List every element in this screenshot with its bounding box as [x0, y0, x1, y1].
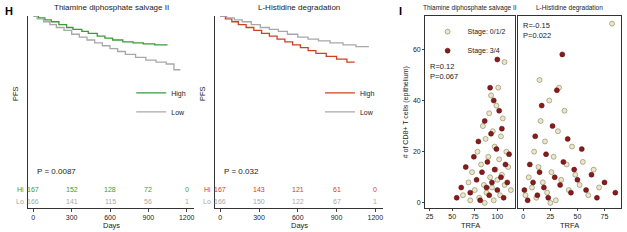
svg-text:Thiamine diphosphate salvage I: Thiamine diphosphate salvage II: [54, 3, 169, 12]
svg-text:Days: Days: [103, 221, 120, 230]
svg-text:121: 121: [292, 186, 304, 193]
svg-text:100: 100: [491, 213, 503, 220]
svg-text:167: 167: [27, 186, 39, 193]
svg-text:600: 600: [104, 214, 116, 221]
svg-text:20: 20: [413, 148, 421, 155]
svg-text:Stage: 3/4: Stage: 3/4: [468, 47, 500, 55]
svg-text:Hi: Hi: [17, 186, 24, 193]
svg-text:25: 25: [546, 213, 554, 220]
svg-text:167: 167: [214, 186, 226, 193]
svg-text:300: 300: [66, 214, 78, 221]
svg-text:L-Histidine degradation: L-Histidine degradation: [258, 3, 340, 12]
svg-text:141: 141: [66, 198, 78, 205]
svg-text:166: 166: [214, 198, 226, 205]
svg-text:900: 900: [143, 214, 155, 221]
svg-text:I: I: [399, 5, 402, 17]
svg-text:0: 0: [373, 186, 377, 193]
svg-text:Lo: Lo: [16, 198, 24, 205]
svg-text:50: 50: [448, 213, 456, 220]
svg-text:75: 75: [471, 213, 479, 220]
svg-text:High: High: [360, 90, 375, 98]
svg-text:67: 67: [333, 198, 341, 205]
svg-text:Days: Days: [291, 221, 308, 230]
svg-text:61: 61: [333, 186, 341, 193]
svg-text:166: 166: [27, 198, 39, 205]
svg-text:TRFA: TRFA: [560, 221, 579, 230]
svg-text:75: 75: [601, 213, 609, 220]
svg-text:1: 1: [373, 198, 377, 205]
svg-text:P = 0.032: P = 0.032: [224, 167, 259, 176]
svg-text:60: 60: [413, 46, 421, 53]
svg-text:900: 900: [331, 214, 343, 221]
svg-text:300: 300: [253, 214, 265, 221]
svg-text:0: 0: [218, 214, 222, 221]
svg-text:Hi: Hi: [204, 186, 211, 193]
svg-text:25: 25: [426, 213, 434, 220]
svg-text:122: 122: [292, 198, 304, 205]
svg-text:1: 1: [185, 198, 189, 205]
svg-text:143: 143: [253, 186, 265, 193]
svg-text:Low: Low: [360, 109, 374, 116]
svg-text:0: 0: [417, 199, 421, 206]
svg-text:P = 0.0087: P = 0.0087: [37, 167, 76, 176]
svg-text:R=0.12P=0.067: R=0.12P=0.067: [430, 62, 458, 81]
svg-text:50: 50: [574, 213, 582, 220]
svg-text:H: H: [5, 5, 13, 17]
svg-text:56: 56: [144, 198, 152, 205]
svg-text:115: 115: [105, 198, 116, 205]
svg-text:PFS: PFS: [11, 87, 20, 102]
svg-text:Low: Low: [171, 109, 185, 116]
svg-text:High: High: [171, 90, 186, 98]
svg-text:L-Histidine degradation: L-Histidine degradation: [536, 4, 603, 12]
svg-text:Stage: 0/1/2: Stage: 0/1/2: [468, 28, 506, 36]
svg-text:0: 0: [31, 214, 35, 221]
svg-text:72: 72: [144, 186, 152, 193]
svg-text:Lo: Lo: [203, 198, 211, 205]
svg-text:# of CD8+ T cells (epithelium): # of CD8+ T cells (epithelium): [402, 66, 410, 158]
svg-text:600: 600: [292, 214, 304, 221]
svg-text:1200: 1200: [179, 214, 195, 221]
svg-text:TRFA: TRFA: [461, 221, 480, 230]
svg-text:128: 128: [104, 186, 116, 193]
svg-text:1200: 1200: [368, 214, 384, 221]
svg-text:150: 150: [253, 198, 265, 205]
svg-text:0: 0: [521, 213, 525, 220]
svg-text:0: 0: [185, 186, 189, 193]
svg-text:Thiamine diphosphate salvage I: Thiamine diphosphate salvage II: [423, 4, 517, 12]
svg-text:R=-0.15P=0.022: R=-0.15P=0.022: [523, 21, 551, 40]
svg-text:152: 152: [66, 186, 78, 193]
svg-text:PFS: PFS: [198, 86, 207, 101]
svg-text:40: 40: [413, 97, 421, 104]
